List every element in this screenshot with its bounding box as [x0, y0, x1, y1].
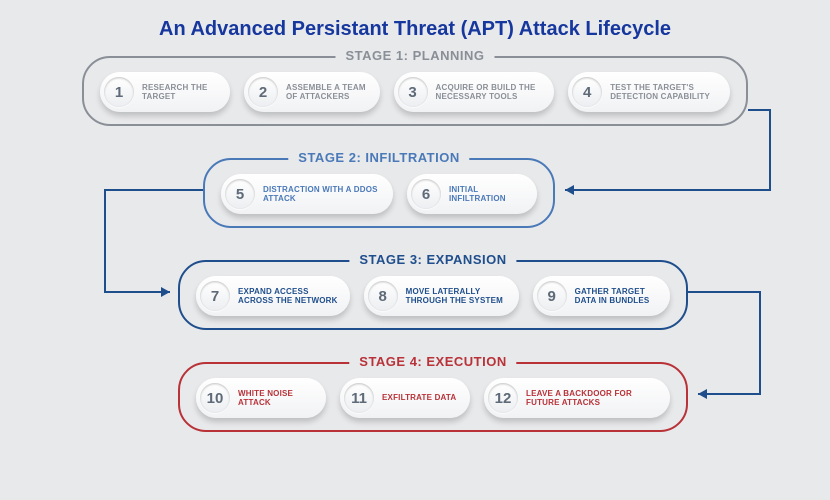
step-label: EXFILTRATE DATA — [382, 393, 456, 402]
step-number: 9 — [537, 281, 567, 311]
step-pill: 9 GATHER TARGET DATA IN BUNDLES — [533, 276, 670, 316]
step-label: TEST THE TARGET'S DETECTION CAPABILITY — [610, 83, 718, 101]
stage-label: STAGE 4: EXECUTION — [349, 354, 516, 369]
step-number: 3 — [398, 77, 428, 107]
step-pill: 11 EXFILTRATE DATA — [340, 378, 470, 418]
step-label: INITIAL INFILTRATION — [449, 185, 525, 203]
page-title: An Advanced Persistant Threat (APT) Atta… — [0, 0, 830, 49]
step-pill: 8 MOVE LATERALLY THROUGH THE SYSTEM — [364, 276, 519, 316]
steps-row: 10 WHITE NOISE ATTACK 11 EXFILTRATE DATA 12 L… — [196, 378, 670, 418]
step-label: GATHER TARGET DATA IN BUNDLES — [575, 287, 658, 305]
stage-expansion: STAGE 3: EXPANSION7EXPAND ACCESS ACROSS … — [178, 260, 688, 330]
stage-label: STAGE 2: INFILTRATION — [288, 150, 469, 165]
stage-label: STAGE 1: PLANNING — [336, 48, 495, 63]
step-pill: 4 TEST THE TARGET'S DETECTION CAPABILITY — [568, 72, 730, 112]
stage-planning: STAGE 1: PLANNING1RESEARCH THE TARGET2AS… — [82, 56, 748, 126]
step-pill: 10 WHITE NOISE ATTACK — [196, 378, 326, 418]
step-number: 11 — [344, 383, 374, 413]
stage-label: STAGE 3: EXPANSION — [349, 252, 516, 267]
step-label: ACQUIRE OR BUILD THE NECESSARY TOOLS — [436, 83, 543, 101]
step-label: MOVE LATERALLY THROUGH THE SYSTEM — [406, 287, 507, 305]
step-label: LEAVE A BACKDOOR FOR FUTURE ATTACKS — [526, 389, 658, 407]
step-number: 5 — [225, 179, 255, 209]
steps-row: 7 EXPAND ACCESS ACROSS THE NETWORK 8 MOVE L… — [196, 276, 670, 316]
step-label: EXPAND ACCESS ACROSS THE NETWORK — [238, 287, 338, 305]
step-pill: 7 EXPAND ACCESS ACROSS THE NETWORK — [196, 276, 350, 316]
stage-infiltration: STAGE 2: INFILTRATION5DISTRACTION WITH A… — [203, 158, 555, 228]
step-number: 6 — [411, 179, 441, 209]
connector-arrowhead — [698, 389, 707, 399]
step-label: DISTRACTION WITH A DDoS ATTACK — [263, 185, 381, 203]
step-label: ASSEMBLE A TEAM OF ATTACKERS — [286, 83, 368, 101]
step-pill: 1 RESEARCH THE TARGET — [100, 72, 230, 112]
step-pill: 2 ASSEMBLE A TEAM OF ATTACKERS — [244, 72, 380, 112]
step-number: 8 — [368, 281, 398, 311]
step-pill: 5 DISTRACTION WITH A DDoS ATTACK — [221, 174, 393, 214]
step-label: WHITE NOISE ATTACK — [238, 389, 314, 407]
steps-row: 1 RESEARCH THE TARGET 2 ASSEMBLE A TEAM OF … — [100, 72, 730, 112]
step-number: 2 — [248, 77, 278, 107]
step-number: 1 — [104, 77, 134, 107]
step-pill: 6 INITIAL INFILTRATION — [407, 174, 537, 214]
step-number: 10 — [200, 383, 230, 413]
steps-row: 5 DISTRACTION WITH A DDoS ATTACK 6 INITIAL … — [221, 174, 537, 214]
step-label: RESEARCH THE TARGET — [142, 83, 218, 101]
stage-execution: STAGE 4: EXECUTION10WHITE NOISE ATTACK11… — [178, 362, 688, 432]
step-number: 4 — [572, 77, 602, 107]
step-number: 7 — [200, 281, 230, 311]
step-pill: 3 ACQUIRE OR BUILD THE NECESSARY TOOLS — [394, 72, 555, 112]
connector-line — [688, 292, 760, 394]
connector-arrowhead — [565, 185, 574, 195]
connector-arrowhead — [161, 287, 170, 297]
step-number: 12 — [488, 383, 518, 413]
step-pill: 12 LEAVE A BACKDOOR FOR FUTURE ATTACKS — [484, 378, 670, 418]
